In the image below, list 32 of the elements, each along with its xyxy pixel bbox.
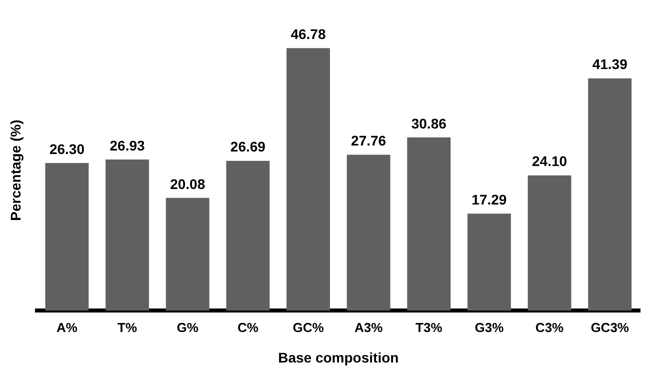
data-label: 27.76 xyxy=(351,132,386,149)
data-label: 26.93 xyxy=(110,137,146,154)
x-tick-label: A3% xyxy=(354,320,384,335)
bar xyxy=(528,175,572,311)
x-tick-label: G% xyxy=(176,320,199,335)
y-axis-title: Percentage (%) xyxy=(7,120,24,221)
x-tick-label: C% xyxy=(237,320,259,335)
bar xyxy=(226,160,270,311)
x-tick-label: T3% xyxy=(416,320,443,335)
data-label: 30.86 xyxy=(411,115,447,132)
bar xyxy=(106,159,149,311)
data-label: 17.29 xyxy=(472,191,507,208)
x-tick-label: GC% xyxy=(292,320,324,335)
data-label: 26.69 xyxy=(230,138,266,155)
x-axis-title: Base composition xyxy=(278,349,399,366)
bar xyxy=(467,214,511,311)
bar xyxy=(407,137,451,311)
bar xyxy=(286,48,330,311)
bar xyxy=(45,163,89,311)
bar xyxy=(346,154,390,311)
x-tick-label: C3% xyxy=(535,320,564,335)
data-label: 20.08 xyxy=(170,176,206,192)
bar xyxy=(166,198,210,311)
x-tick-label: T% xyxy=(118,320,138,335)
bar xyxy=(588,78,632,311)
x-tick-label: GC3% xyxy=(590,320,630,335)
x-tick-label: G3% xyxy=(474,320,504,335)
data-label: 41.39 xyxy=(592,56,628,72)
data-label: 26.30 xyxy=(49,140,85,157)
data-label: 46.78 xyxy=(290,26,326,42)
data-label: 24.10 xyxy=(532,153,568,170)
x-tick-label: A% xyxy=(56,320,78,335)
